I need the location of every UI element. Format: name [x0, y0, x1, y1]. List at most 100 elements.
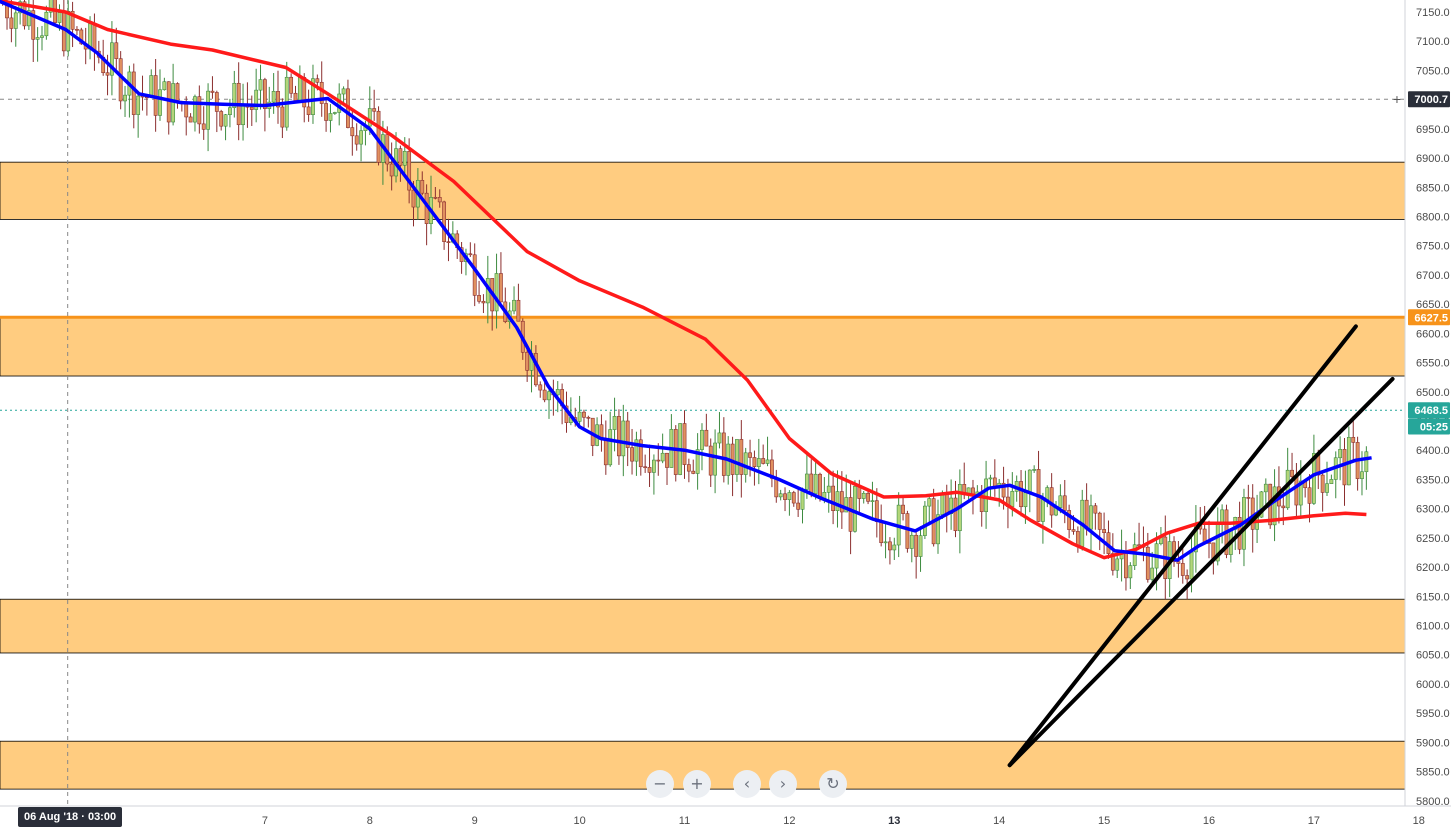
scroll-back-button[interactable]: ‹ — [733, 770, 761, 798]
candle-body — [1001, 482, 1006, 498]
candle-body — [1010, 491, 1015, 507]
reset-chart-button[interactable]: ↻ — [819, 770, 847, 798]
svg-text:6468.5: 6468.5 — [1414, 405, 1448, 417]
candle-body — [1097, 512, 1102, 530]
candle-body — [354, 135, 359, 145]
candle-body — [1041, 499, 1045, 522]
trendline — [1007, 324, 1358, 768]
candle-body — [210, 90, 215, 93]
candle-body — [437, 197, 442, 203]
candle-body — [525, 351, 530, 371]
candle-body — [162, 81, 167, 91]
candle-body — [184, 102, 189, 118]
candle-body — [791, 492, 796, 504]
candlesticks — [0, 0, 1369, 600]
candle-body — [761, 458, 766, 464]
line-price-label: 6627.5 — [1408, 309, 1450, 326]
candle-body — [1023, 492, 1028, 508]
candle-body — [13, 12, 18, 29]
trendlines — [1007, 324, 1395, 768]
candle-body — [57, 12, 62, 23]
candle-body — [472, 254, 477, 296]
candle-body — [988, 477, 993, 480]
candle-body — [1132, 544, 1137, 566]
time-tick-label: 16 — [1203, 815, 1215, 827]
candle-body — [839, 491, 844, 513]
candle-body — [105, 72, 110, 76]
crosshair-plus-icon: + — [1393, 91, 1401, 107]
moving-average-line — [0, 0, 1372, 562]
candle-body — [866, 492, 870, 502]
candle-body — [1145, 546, 1150, 580]
price-tick-label: 6400.0 — [1416, 445, 1450, 457]
candle-body — [175, 83, 180, 103]
candle-body — [289, 76, 294, 94]
candle-body — [311, 78, 315, 115]
candle-body — [131, 71, 136, 115]
candle-body — [332, 112, 337, 114]
scroll-forward-button[interactable]: › — [769, 770, 797, 798]
price-labels: 7000.7 +6627.5 6468.5 05:25 — [1393, 91, 1450, 435]
candle-body — [953, 497, 958, 532]
zoom-in-button[interactable]: + — [683, 770, 711, 798]
candle-body — [367, 108, 372, 127]
candle-body — [704, 429, 709, 447]
candle-body — [665, 452, 669, 468]
candle-body — [214, 92, 219, 112]
candle-body — [442, 201, 447, 242]
candle-body — [547, 391, 551, 401]
candle-body — [739, 439, 744, 475]
candle-body — [271, 91, 276, 103]
zoom-out-button[interactable]: − — [646, 770, 674, 798]
candle-body — [280, 106, 285, 128]
candle-body — [538, 384, 543, 391]
candle-body — [328, 113, 333, 121]
candle-body — [1263, 483, 1268, 493]
price-tick-label: 6900.0 — [1416, 153, 1450, 165]
candle-body — [1089, 505, 1093, 530]
candle-body — [686, 464, 691, 472]
time-tick-label: 12 — [783, 815, 795, 827]
crosshair-price-label: 7000.7 — [1408, 91, 1450, 108]
candle-body — [1294, 476, 1299, 506]
candle-body — [918, 535, 923, 557]
candle-body — [555, 389, 560, 396]
candle-body — [188, 116, 193, 123]
candle-body — [765, 459, 770, 464]
candle-body — [402, 151, 407, 166]
trendline — [1007, 376, 1395, 768]
candle-body — [1045, 487, 1050, 501]
candle-body — [31, 10, 36, 40]
price-tick-label: 6000.0 — [1416, 679, 1450, 691]
candle-body — [1364, 451, 1369, 473]
price-tick-label: 7150.0 — [1416, 7, 1450, 19]
time-tick-label: 11 — [679, 815, 690, 827]
candle-body — [691, 470, 696, 474]
candle-body — [608, 429, 613, 466]
candle-body — [656, 459, 661, 462]
candle-body — [879, 521, 884, 543]
candle-body — [293, 92, 298, 101]
candle-body — [909, 534, 914, 549]
candle-body — [254, 89, 259, 110]
time-axis[interactable]: 78910111213141516171818:00 — [0, 805, 1451, 827]
candle-body — [1312, 453, 1316, 504]
candle-body — [748, 452, 752, 458]
candle-body — [756, 458, 761, 467]
candle-body — [625, 420, 630, 448]
candle-body — [1150, 567, 1155, 580]
candle-body — [743, 452, 748, 475]
price-tick-label: 6150.0 — [1416, 591, 1450, 603]
price-tick-label: 6350.0 — [1416, 474, 1450, 486]
candle-body — [853, 486, 857, 532]
zone-band — [0, 161, 1406, 220]
candle-body — [276, 91, 280, 108]
candle-body — [512, 299, 516, 312]
candle-body — [75, 29, 79, 31]
chart-navigation-controls: − + ‹ › ↻ — [646, 770, 856, 800]
candle-body — [258, 79, 263, 91]
candle-body — [197, 96, 202, 125]
bar-countdown-label: 05:25 — [1408, 418, 1450, 435]
candle-body — [783, 493, 787, 500]
